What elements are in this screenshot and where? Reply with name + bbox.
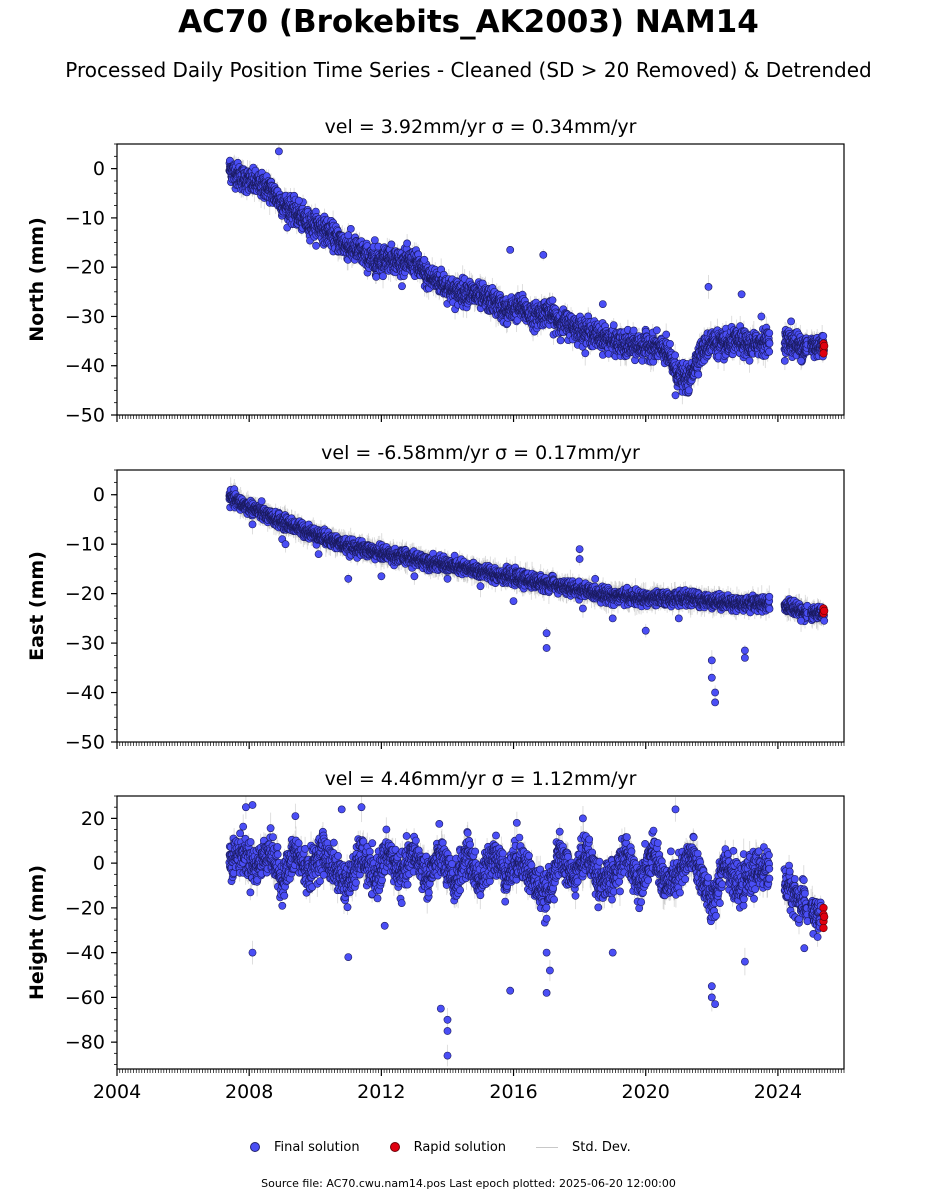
final-point <box>398 282 406 291</box>
final-point <box>629 326 638 335</box>
final-point <box>685 386 693 395</box>
final-point <box>312 241 320 250</box>
final-point <box>671 351 679 360</box>
final-point <box>609 321 618 329</box>
final-point <box>581 349 590 358</box>
data-layer <box>225 144 829 405</box>
final-point <box>556 336 565 345</box>
final-solution-series <box>225 147 828 400</box>
final-point <box>548 296 557 305</box>
final-point <box>372 272 381 281</box>
figure-title: AC70 (Brokebits_AK2003) NAM14 <box>178 4 759 40</box>
final-point <box>403 239 411 248</box>
final-point <box>379 272 387 281</box>
final-point <box>666 339 674 348</box>
final-point <box>662 330 671 339</box>
std-dev-bars <box>228 144 825 405</box>
figure-subtitle: Processed Daily Position Time Series - C… <box>65 58 872 82</box>
final-point <box>694 370 703 379</box>
final-point <box>745 356 754 365</box>
final-point <box>387 240 396 249</box>
final-point <box>652 326 661 335</box>
